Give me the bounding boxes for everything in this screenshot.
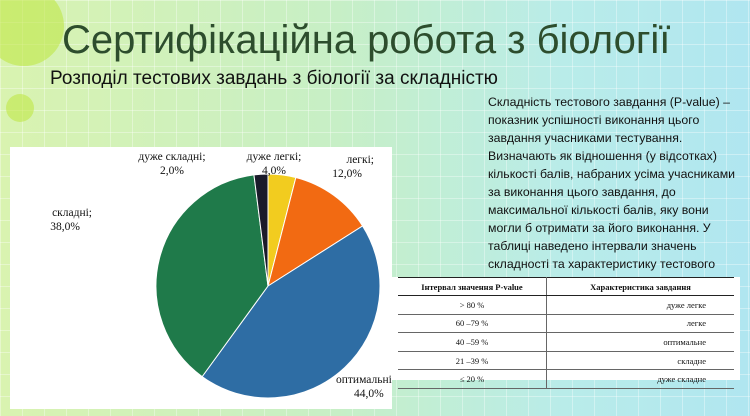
slice-label-very-difficult: дуже складні;	[138, 151, 205, 163]
p-value-table: Інтервал значення P-value Характеристика…	[398, 277, 734, 389]
header-characteristic: Характеристика завдання	[546, 277, 734, 296]
decorative-germ-small	[6, 94, 34, 122]
p-value-description: Складність тестового завдання (P-value) …	[488, 95, 736, 289]
cell-interval: 21 –39 %	[398, 351, 547, 371]
cell-interval: 60 –79 %	[398, 314, 547, 334]
pie-slice-optimal	[201, 225, 381, 399]
cell-interval: > 80 %	[398, 295, 547, 315]
slice-label-difficult: складні;	[52, 207, 92, 219]
header-interval: Інтервал значення P-value	[398, 277, 547, 296]
slide-subtitle: Розподіл тестових завдань з біології за …	[50, 68, 498, 89]
pie-slice-easy	[267, 176, 364, 288]
cell-characteristic: дуже складне	[546, 369, 734, 389]
cell-characteristic: складне	[546, 351, 734, 371]
table-panel: Інтервал значення P-value Характеристика…	[392, 277, 740, 389]
pie-slice-very-difficult	[253, 173, 269, 287]
table-row: 60 –79 % легке	[398, 314, 734, 334]
slice-label-optimal: оптимальні;	[336, 374, 392, 386]
cell-interval: ≤ 20 %	[398, 369, 547, 389]
pie-chart: дуже легкі; 4,0% легкі; 12,0% оптимальні; 44,…	[50, 151, 395, 400]
pie-slice-difficult	[155, 174, 269, 378]
cell-characteristic: легке	[546, 314, 734, 334]
slice-value-easy: 12,0%	[332, 168, 362, 180]
table-header-row: Інтервал значення P-value Характеристика…	[398, 277, 734, 296]
slice-value-optimal: 44,0%	[354, 388, 384, 400]
chart-panel: дуже легкі; 4,0% легкі; 12,0% оптимальні; 44,…	[10, 147, 395, 409]
table-row: > 80 % дуже легке	[398, 295, 734, 315]
table-row: 40 –59 % оптимальне	[398, 332, 734, 352]
table-row: ≤ 20 % дуже складне	[398, 369, 734, 389]
table-row: 21 –39 % складне	[398, 351, 734, 371]
slice-value-very-easy: 4,0%	[262, 165, 286, 177]
cell-interval: 40 –59 %	[398, 332, 547, 352]
slice-value-difficult: 38,0%	[50, 221, 80, 233]
slide-title: Сертифікаційна робота з біології	[62, 18, 671, 62]
cell-characteristic: дуже легке	[546, 295, 734, 315]
slice-value-very-difficult: 2,0%	[160, 165, 184, 177]
cell-characteristic: оптимальне	[546, 332, 734, 352]
slice-label-very-easy: дуже легкі;	[247, 151, 302, 163]
slice-label-easy: легкі;	[346, 154, 374, 166]
